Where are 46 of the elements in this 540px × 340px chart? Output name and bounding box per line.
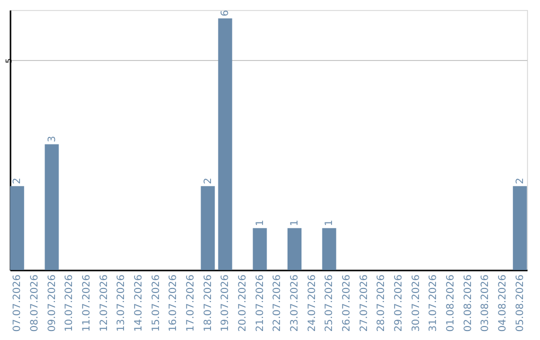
x-tick-label: 21.07.2026 bbox=[254, 274, 266, 332]
data-label: 2 bbox=[12, 178, 24, 184]
x-tick-label: 27.07.2026 bbox=[358, 274, 370, 332]
data-label: 2 bbox=[514, 178, 526, 184]
data-label: 1 bbox=[254, 220, 266, 226]
x-tick-label: 05.08.2026 bbox=[514, 274, 526, 332]
bar bbox=[322, 228, 336, 270]
bar bbox=[200, 186, 215, 270]
x-tick-label: 15.07.2026 bbox=[150, 274, 162, 332]
x-tick-label: 25.07.2026 bbox=[324, 274, 336, 332]
x-tick-label: 11.07.2026 bbox=[81, 274, 92, 332]
x-tick-label: 13.07.2026 bbox=[116, 274, 128, 332]
bar bbox=[512, 186, 527, 270]
x-tick-label: 31.07.2026 bbox=[428, 274, 440, 332]
x-tick-label: 04.08.2026 bbox=[498, 274, 509, 332]
data-label: 3 bbox=[46, 136, 58, 142]
x-tick-label: 29.07.2026 bbox=[394, 274, 405, 332]
bar bbox=[218, 18, 232, 270]
data-label: 2 bbox=[202, 178, 214, 184]
x-tick-label: 14.07.2026 bbox=[133, 274, 144, 332]
x-tick-label: 19.07.2026 bbox=[220, 274, 232, 332]
x-tick-label: 20.07.2026 bbox=[237, 274, 248, 332]
x-tick-label: 16.07.2026 bbox=[168, 274, 180, 332]
bar bbox=[44, 144, 59, 270]
x-tick-label: 03.08.2026 bbox=[480, 274, 492, 332]
x-tick-label: 09.07.2026 bbox=[46, 274, 58, 332]
x-tick-label: 17.07.2026 bbox=[185, 274, 196, 332]
x-tick-label: 30.07.2026 bbox=[410, 274, 422, 332]
x-tick-label: 24.07.2026 bbox=[306, 274, 318, 332]
x-tick-label: 02.08.2026 bbox=[462, 274, 474, 332]
x-tick-label: 08.07.2026 bbox=[29, 274, 40, 332]
x-tick-label: 23.07.2026 bbox=[290, 274, 301, 332]
data-label: 6 bbox=[220, 10, 232, 16]
bar bbox=[252, 228, 267, 270]
bar bbox=[288, 228, 302, 270]
x-tick-label: 07.07.2026 bbox=[12, 274, 24, 332]
x-tick-label: 12.07.2026 bbox=[98, 274, 110, 332]
x-tick-label: 26.07.2026 bbox=[342, 274, 353, 332]
x-tick-label: 18.07.2026 bbox=[202, 274, 214, 332]
bar bbox=[10, 186, 24, 270]
data-label: 1 bbox=[290, 220, 301, 226]
x-tick-label: 28.07.2026 bbox=[376, 274, 388, 332]
x-tick-label: 01.08.2026 bbox=[446, 274, 457, 332]
x-tick-label: 10.07.2026 bbox=[64, 274, 76, 332]
x-tick-label: 22.07.2026 bbox=[272, 274, 284, 332]
data-label: 1 bbox=[324, 220, 336, 226]
